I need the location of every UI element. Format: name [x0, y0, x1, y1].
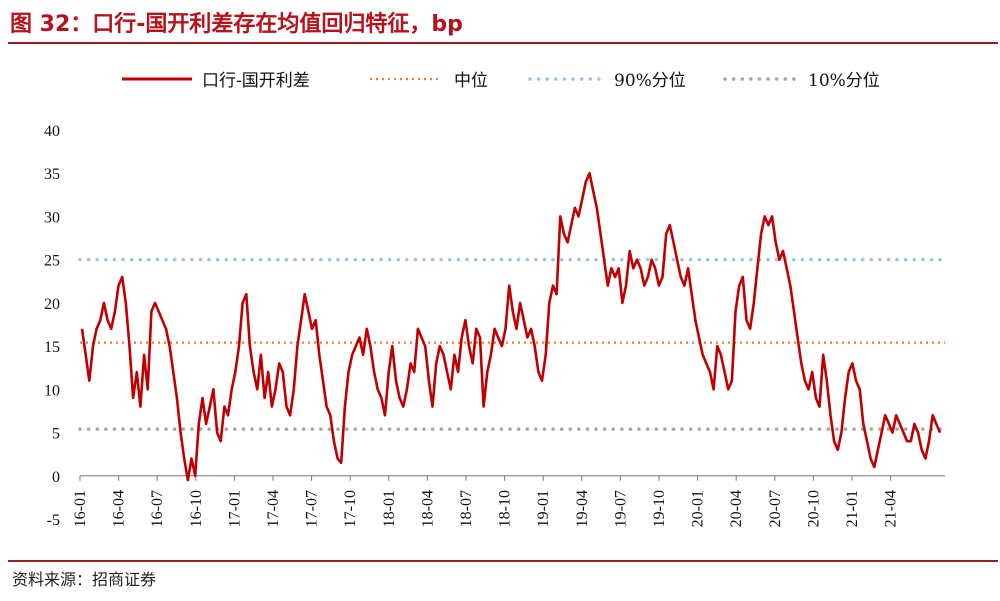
y-axis: -5 0 5 10 15 20 25 30 35 40 [44, 123, 60, 529]
y-tick-label: -5 [47, 512, 60, 529]
x-tick-label: 18-10 [497, 490, 514, 527]
x-tick-label: 20-07 [767, 490, 784, 527]
x-tick-label: 19-10 [651, 490, 668, 527]
y-tick-label: 0 [52, 469, 60, 486]
x-tick-label: 20-10 [805, 490, 822, 527]
y-tick-label: 15 [44, 339, 60, 356]
title-rule [8, 42, 998, 44]
x-tick-label: 17-04 [265, 490, 282, 527]
x-tick-label: 19-04 [574, 490, 591, 527]
x-tick-label: 18-01 [381, 490, 398, 527]
x-axis: 16-01 16-04 16-07 16-10 17-01 17-04 17-07 17-10… [72, 475, 945, 527]
y-tick-label: 35 [44, 166, 60, 183]
x-tick-label: 20-01 [690, 490, 707, 527]
legend-label: 90%分位 [614, 71, 686, 91]
series-group [80, 171, 942, 482]
legend-label: 口行-国开利差 [202, 71, 310, 91]
y-tick-label: 40 [44, 123, 60, 140]
x-tick-label: 18-04 [419, 490, 436, 527]
source-rule [8, 560, 998, 562]
x-tick-label: 18-07 [458, 490, 475, 527]
x-tick-label: 17-10 [342, 490, 359, 527]
source-note: 资料来源：招商证券 [12, 570, 157, 589]
y-tick-label: 5 [52, 426, 60, 443]
x-tick-label: 16-10 [188, 490, 205, 527]
y-tick-label: 20 [44, 296, 60, 313]
spread-line [80, 171, 942, 482]
legend-label: 中位 [454, 71, 488, 91]
x-tick-label: 21-04 [883, 490, 900, 527]
chart-title: 图 32：口行-国开利差存在均值回归特征，bp [10, 12, 463, 37]
chart: 口行-国开利差 中位 90%分位 10%分位 -5 0 5 10 15 20 25 30 35 40 1… [44, 71, 947, 529]
x-tick-label: 19-07 [612, 490, 629, 527]
legend: 口行-国开利差 中位 90%分位 10%分位 [122, 71, 880, 91]
x-tick-label: 16-01 [72, 490, 89, 527]
x-tick-label: 17-07 [304, 490, 321, 527]
x-tick-label: 17-01 [226, 490, 243, 527]
x-tick-label: 21-01 [844, 490, 861, 527]
x-tick-label: 16-04 [111, 490, 128, 527]
y-tick-label: 30 [44, 209, 60, 226]
x-tick-label: 20-04 [728, 490, 745, 527]
y-tick-label: 25 [44, 253, 60, 270]
x-tick-label: 16-07 [149, 490, 166, 527]
y-tick-label: 10 [44, 382, 60, 399]
x-tick-label: 19-01 [535, 490, 552, 527]
legend-label: 10%分位 [808, 71, 880, 91]
reference-lines [78, 257, 947, 431]
